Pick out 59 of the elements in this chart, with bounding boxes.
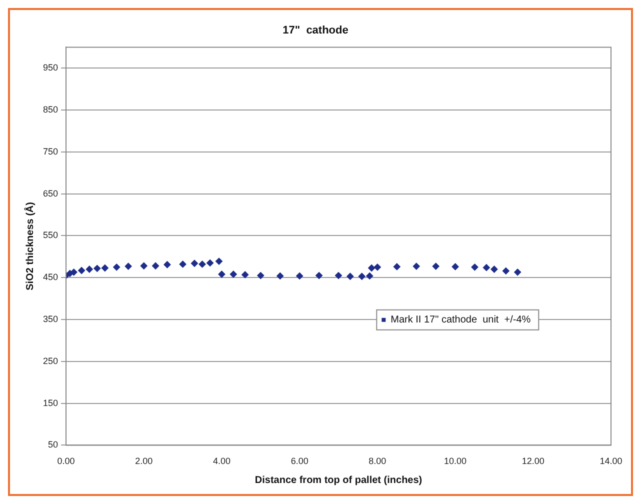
point	[366, 272, 374, 280]
point	[140, 262, 148, 270]
x-tick-label: 2.00	[135, 456, 153, 466]
legend-label: Mark II 17" cathode unit +/-4%	[390, 314, 531, 326]
point	[374, 264, 381, 271]
y-tick-label: 950	[42, 62, 58, 73]
point	[179, 260, 186, 268]
point	[514, 268, 522, 276]
x-axis-title: Distance from top of pallet (inches)	[254, 474, 422, 486]
point	[101, 264, 108, 272]
y-tick-label: 50	[48, 440, 58, 450]
point	[152, 262, 160, 270]
point	[368, 264, 376, 272]
point	[490, 266, 498, 273]
x-tick-label: 0.00	[57, 456, 75, 466]
point	[218, 270, 226, 278]
point	[230, 270, 237, 278]
point	[94, 264, 101, 272]
point	[113, 264, 120, 271]
y-tick-label: 850	[42, 104, 58, 115]
y-tick-label: 250	[42, 356, 58, 366]
point	[257, 272, 264, 280]
point	[206, 259, 214, 266]
x-tick-label: 14.00	[600, 456, 622, 466]
point	[335, 272, 342, 280]
y-tick-label: 750	[42, 146, 58, 156]
point	[276, 272, 284, 280]
y-tick-label: 650	[42, 188, 58, 198]
point	[296, 272, 304, 280]
point	[316, 272, 323, 280]
point	[452, 263, 459, 270]
x-tick-label: 8.00	[368, 456, 386, 466]
point	[502, 267, 510, 274]
point	[412, 262, 420, 270]
point	[471, 264, 478, 271]
point	[346, 272, 354, 280]
y-tick-label: 350	[42, 314, 58, 324]
y-tick-label: 150	[42, 398, 58, 408]
point	[393, 263, 400, 270]
x-tick-label: 12.00	[522, 456, 544, 466]
y-tick-label: 450	[42, 272, 58, 282]
x-tick-label: 4.00	[212, 456, 230, 466]
chart-title: 17" cathode	[282, 24, 348, 37]
point	[198, 260, 206, 268]
point	[216, 258, 222, 265]
point	[70, 268, 78, 276]
y-axis-title: SiO2 thickness (Å)	[24, 202, 36, 290]
x-tick-label: 6.00	[290, 456, 308, 466]
point	[242, 271, 249, 278]
point	[164, 261, 171, 268]
point	[86, 266, 93, 273]
x-tick-label: 10.00	[444, 456, 467, 466]
point	[358, 272, 366, 280]
point	[482, 264, 490, 272]
y-tick-label: 550	[42, 230, 58, 240]
point	[190, 260, 198, 267]
point	[78, 267, 86, 274]
point	[124, 262, 132, 270]
point	[432, 262, 440, 270]
